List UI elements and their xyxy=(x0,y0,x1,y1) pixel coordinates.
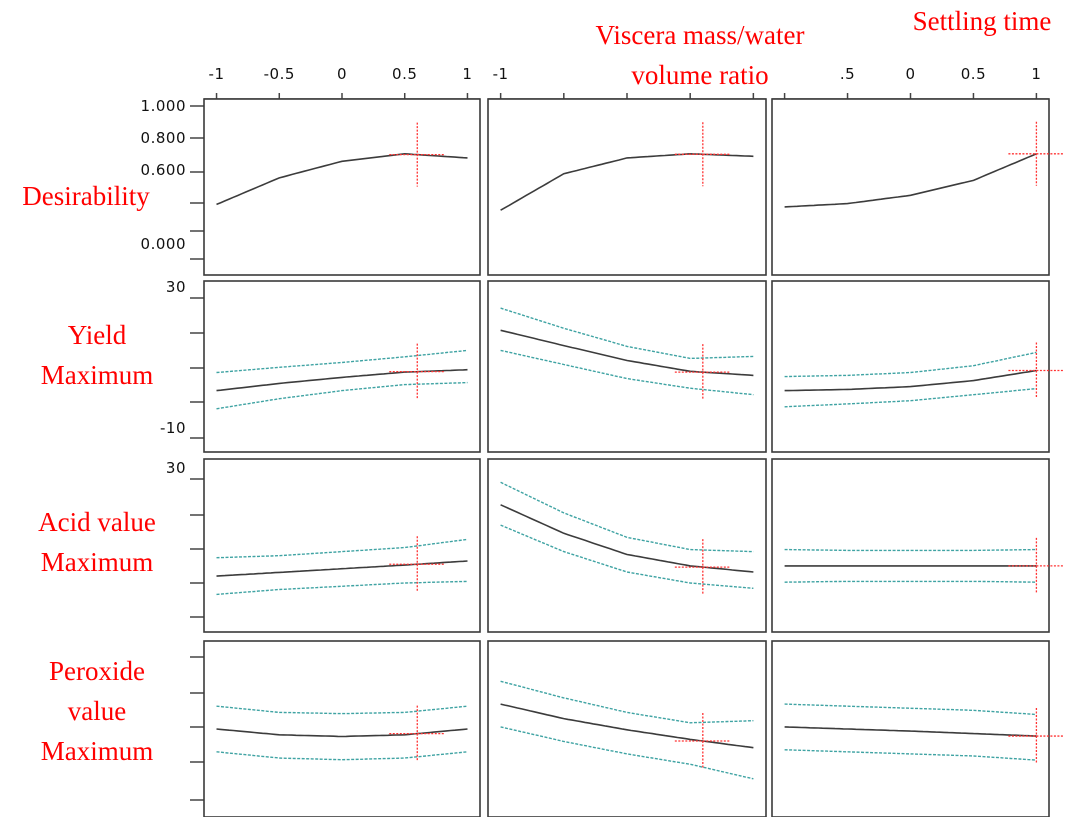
panel-frame xyxy=(203,98,481,276)
lower-confidence-curve xyxy=(500,349,754,396)
y-axis: 1.000 0.800 0.600 0.000 30 -10 30 xyxy=(141,97,204,801)
upper-confidence-curve xyxy=(216,538,468,559)
row-label-acid-line1: Acid value xyxy=(38,507,156,537)
panel-1-2 xyxy=(771,280,1065,453)
prediction-curve xyxy=(216,728,468,738)
panel-frame xyxy=(203,640,481,817)
panel-2-2 xyxy=(771,458,1065,633)
upper-confidence-curve xyxy=(784,548,1037,552)
x-tick-label: -1 xyxy=(493,65,509,83)
column-label-viscera-line1: Viscera mass/water xyxy=(595,20,804,50)
panel-frame xyxy=(771,458,1050,633)
row-labels: Desirability Yield Maximum Acid value Ma… xyxy=(22,181,156,766)
panel-1-1 xyxy=(487,280,767,453)
x-tick-label: -0.5 xyxy=(264,65,295,83)
lower-confidence-curve xyxy=(784,580,1037,583)
upper-confidence-curve xyxy=(216,705,468,715)
column-label-settling-time: Settling time xyxy=(913,6,1052,36)
column-labels: Viscera mass/water volume ratio Settling… xyxy=(595,6,1051,90)
x-tick-label: 0.5 xyxy=(961,65,986,83)
panel-frame xyxy=(203,280,481,453)
lower-confidence-curve xyxy=(216,751,468,761)
panel-1-0 xyxy=(203,280,481,453)
x-tick-label: 1 xyxy=(462,65,472,83)
prediction-curve xyxy=(500,504,754,573)
row-label-desirability: Desirability xyxy=(22,181,150,211)
prediction-curve xyxy=(500,703,754,749)
row-label-acid-line2: Maximum xyxy=(41,547,154,577)
lower-confidence-curve xyxy=(784,749,1037,761)
panel-0-1 xyxy=(487,98,767,276)
row-label-peroxide-line1: Peroxide xyxy=(49,656,145,686)
y-tick-label: 30 xyxy=(166,459,186,477)
row-label-peroxide-line2: value xyxy=(68,696,126,726)
x-tick-label: 0.5 xyxy=(392,65,417,83)
upper-confidence-curve xyxy=(784,351,1037,378)
lower-confidence-curve xyxy=(216,381,468,410)
panel-3-2 xyxy=(771,640,1065,817)
prediction-curve xyxy=(784,153,1037,208)
upper-confidence-curve xyxy=(500,481,754,553)
row-label-peroxide-line3: Maximum xyxy=(41,736,154,766)
lower-confidence-curve xyxy=(784,387,1037,408)
y-tick-label: 0.000 xyxy=(141,235,186,253)
panel-0-0 xyxy=(203,98,481,276)
y-tick-label: 30 xyxy=(166,278,186,296)
panel-frame xyxy=(771,640,1050,817)
upper-confidence-curve xyxy=(500,307,754,360)
panel-frame xyxy=(771,280,1050,453)
upper-confidence-curve xyxy=(784,703,1037,716)
y-tick-label: 0.600 xyxy=(141,161,186,179)
y-tick-label: 1.000 xyxy=(141,97,186,115)
profiler-panels xyxy=(203,98,1065,817)
panel-frame xyxy=(203,458,481,633)
lower-confidence-curve xyxy=(216,580,468,596)
x-tick-label: 1 xyxy=(1031,65,1041,83)
panel-frame xyxy=(487,280,767,453)
upper-confidence-curve xyxy=(216,349,468,374)
x-axis: -1 -0.5 0 0.5 1 -1 .5 0 0.5 1 xyxy=(204,65,1049,100)
panel-frame xyxy=(487,98,767,276)
x-tick-label: .5 xyxy=(840,65,855,83)
prediction-curve xyxy=(784,369,1037,392)
panel-frame xyxy=(771,98,1050,276)
panel-3-0 xyxy=(203,640,481,817)
y-tick-label: -10 xyxy=(160,419,186,437)
panel-2-0 xyxy=(203,458,481,633)
row-label-yield-line2: Maximum xyxy=(41,360,154,390)
x-tick-label: -1 xyxy=(209,65,225,83)
row-label-yield-line1: Yield xyxy=(68,320,127,350)
x-tick-label: 0 xyxy=(905,65,915,83)
x-tick-label: 0 xyxy=(337,65,347,83)
prediction-curve xyxy=(784,726,1037,737)
panel-2-1 xyxy=(487,458,767,633)
panel-frame xyxy=(487,458,767,633)
lower-confidence-curve xyxy=(500,524,754,589)
lower-confidence-curve xyxy=(500,726,754,780)
column-label-viscera-line2: volume ratio xyxy=(631,60,768,90)
panel-0-2 xyxy=(771,98,1065,276)
panel-3-1 xyxy=(487,640,767,817)
y-tick-label: 0.800 xyxy=(141,129,186,147)
